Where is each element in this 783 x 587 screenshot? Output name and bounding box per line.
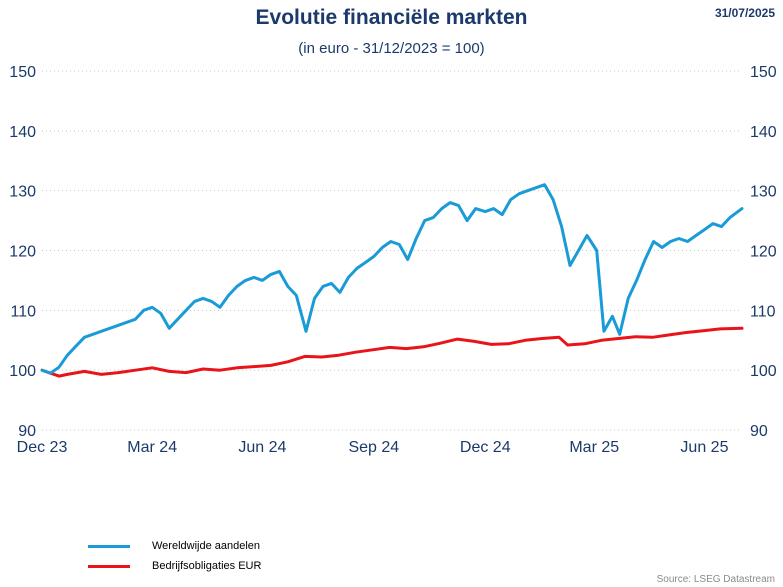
chart-title: Evolutie financiële markten [255, 6, 528, 29]
x-tick-0: Dec 23 [17, 439, 68, 456]
y-tick-right-110: 110 [750, 303, 776, 320]
legend-swatch-equities [88, 544, 130, 548]
y-tick-right-90: 90 [750, 423, 768, 440]
legend: Wereldwijde aandelen Bedrijfsobligaties … [88, 536, 261, 576]
x-tick-2: Jun 24 [238, 439, 286, 456]
y-tick-left-140: 140 [9, 124, 36, 141]
series-line-equities [40, 183, 744, 375]
y-tick-left-150: 150 [9, 64, 36, 81]
y-tick-left-110: 110 [10, 303, 36, 320]
series-line-bonds [40, 326, 744, 378]
legend-item-bonds: Bedrijfsobligaties EUR [88, 556, 261, 576]
legend-label-equities: Wereldwijde aandelen [152, 540, 261, 552]
y-tick-left-130: 130 [9, 184, 36, 201]
chart-subtitle: (in euro - 31/12/2023 = 100) [298, 40, 485, 57]
source-note: Source: LSEG Datastream [656, 574, 775, 585]
y-tick-right-120: 120 [750, 244, 777, 261]
x-tick-4: Dec 24 [460, 439, 511, 456]
x-tick-5: Mar 25 [569, 439, 619, 456]
legend-label-bonds: Bedrijfsobligaties EUR [152, 560, 262, 572]
y-tick-left-120: 120 [9, 244, 36, 261]
y-tick-right-140: 140 [750, 124, 777, 141]
date-label: 31/07/2025 [714, 6, 775, 20]
x-tick-1: Mar 24 [127, 439, 177, 456]
x-tick-6: Jun 25 [680, 439, 728, 456]
legend-item-equities: Wereldwijde aandelen [88, 536, 261, 556]
y-tick-left-90: 90 [18, 423, 36, 440]
legend-swatch-bonds [88, 564, 130, 568]
y-tick-right-100: 100 [750, 363, 777, 380]
y-tick-right-150: 150 [750, 64, 777, 81]
y-tick-right-130: 130 [750, 184, 777, 201]
x-tick-3: Sep 24 [348, 439, 399, 456]
y-tick-left-100: 100 [9, 363, 36, 380]
